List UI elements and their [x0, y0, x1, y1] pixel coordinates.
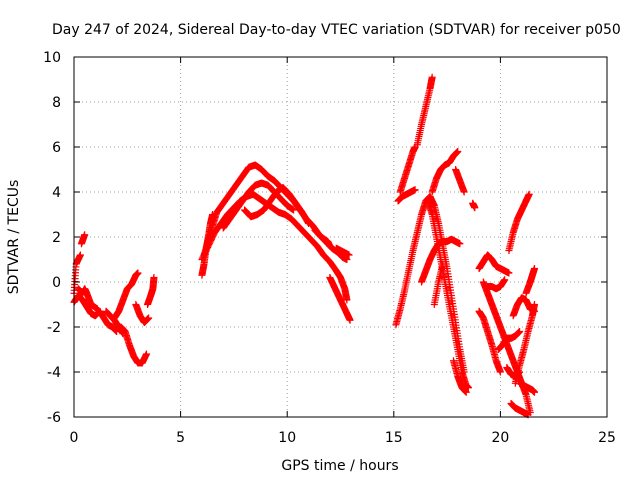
data-point — [505, 269, 513, 277]
data-point — [93, 305, 101, 313]
data-point — [346, 316, 354, 324]
data-point — [471, 204, 479, 212]
y-tick-label: 6 — [52, 140, 61, 156]
data-markers — [70, 73, 539, 419]
data-point — [142, 350, 150, 358]
data-point — [464, 384, 472, 392]
data-point — [290, 206, 298, 214]
data-point — [496, 368, 504, 376]
x-tick-label: 20 — [491, 430, 509, 446]
x-tick-label: 15 — [385, 430, 403, 446]
data-point — [462, 388, 470, 396]
data-point — [326, 242, 334, 250]
data-point — [460, 188, 468, 196]
data-point — [525, 190, 533, 198]
y-tick-label: 8 — [52, 95, 61, 111]
data-point — [304, 218, 312, 226]
y-axis-label: SDTVAR / TECUs — [6, 180, 22, 295]
y-tick-label: 4 — [52, 185, 61, 201]
data-point — [134, 269, 142, 277]
data-point — [531, 301, 539, 308]
x-tick-label: 25 — [598, 430, 616, 446]
data-point — [531, 388, 539, 396]
y-tick-label: -2 — [47, 320, 61, 336]
x-tick-label: 5 — [176, 430, 185, 446]
x-tick-label: 0 — [70, 430, 79, 446]
grid-layer — [74, 57, 607, 417]
data-point — [454, 148, 462, 155]
data-point — [81, 231, 89, 239]
data-point — [428, 73, 436, 81]
y-tick-label: 0 — [52, 275, 61, 291]
data-point — [456, 240, 464, 248]
y-tick-label: 10 — [43, 50, 61, 66]
data-point — [76, 251, 84, 259]
x-axis-label: GPS time / hours — [281, 458, 398, 474]
axis-ticks: 0 5 10 15 20 25 -6 -4 -2 0 2 4 6 8 10 — [43, 50, 616, 446]
y-tick-label: 2 — [52, 230, 61, 246]
data-point — [411, 186, 419, 194]
data-point — [531, 265, 539, 272]
data-point — [345, 251, 353, 259]
data-point — [305, 220, 313, 227]
plot-frame — [73, 56, 608, 418]
data-point — [516, 328, 524, 335]
y-tick-label: -4 — [47, 365, 61, 381]
data-point — [501, 276, 509, 284]
data-point — [439, 260, 447, 268]
data-point — [343, 296, 351, 304]
chart-title: Day 247 of 2024, Sidereal Day-to-day VTE… — [52, 22, 621, 38]
data-point — [150, 274, 158, 281]
y-tick-label: -6 — [47, 410, 61, 426]
x-tick-label: 10 — [278, 430, 296, 446]
data-point — [145, 314, 153, 322]
